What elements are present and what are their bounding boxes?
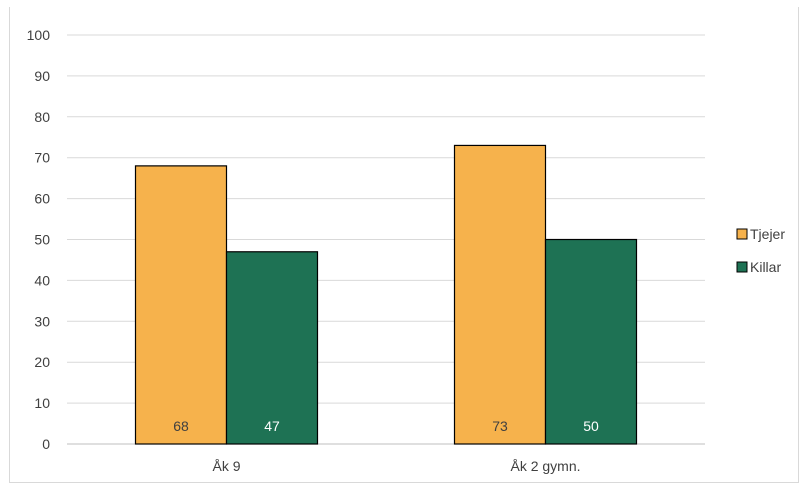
data-label: 73 xyxy=(492,418,508,434)
y-tick-label: 50 xyxy=(34,232,50,248)
x-tick-label: Åk 9 xyxy=(212,458,240,474)
data-labels: 68 47 73 50 xyxy=(173,418,599,434)
y-tick-label: 10 xyxy=(34,395,50,411)
data-label: 68 xyxy=(173,418,189,434)
bar-killar-0 xyxy=(225,251,319,445)
y-tick-label: 90 xyxy=(34,68,50,84)
x-tick-label: Åk 2 gymn. xyxy=(510,458,580,474)
y-tick-label: 30 xyxy=(34,313,50,329)
bar-tjejer-1 xyxy=(453,144,547,445)
legend: Tjejer Killar xyxy=(736,226,785,275)
legend-label-tjejer: Tjejer xyxy=(750,226,785,242)
y-tick-label: 100 xyxy=(27,27,51,43)
y-axis-tick-labels: 0 10 20 30 40 50 60 70 80 90 100 xyxy=(27,27,51,452)
y-tick-label: 60 xyxy=(34,191,50,207)
data-label: 50 xyxy=(583,418,599,434)
data-label: 47 xyxy=(264,418,280,434)
legend-label-killar: Killar xyxy=(750,259,781,275)
legend-swatch-killar xyxy=(736,261,748,273)
y-tick-label: 0 xyxy=(42,436,50,452)
y-tick-label: 40 xyxy=(34,272,50,288)
x-axis-tick-labels: Åk 9 Åk 2 gymn. xyxy=(212,458,580,474)
bar-killar-1 xyxy=(544,238,638,445)
bars xyxy=(134,144,638,445)
y-tick-label: 80 xyxy=(34,109,50,125)
y-tick-label: 70 xyxy=(34,150,50,166)
legend-swatch-tjejer xyxy=(736,228,748,240)
bar-tjejer-0 xyxy=(134,165,228,445)
y-tick-label: 20 xyxy=(34,354,50,370)
chart-frame xyxy=(9,7,799,483)
